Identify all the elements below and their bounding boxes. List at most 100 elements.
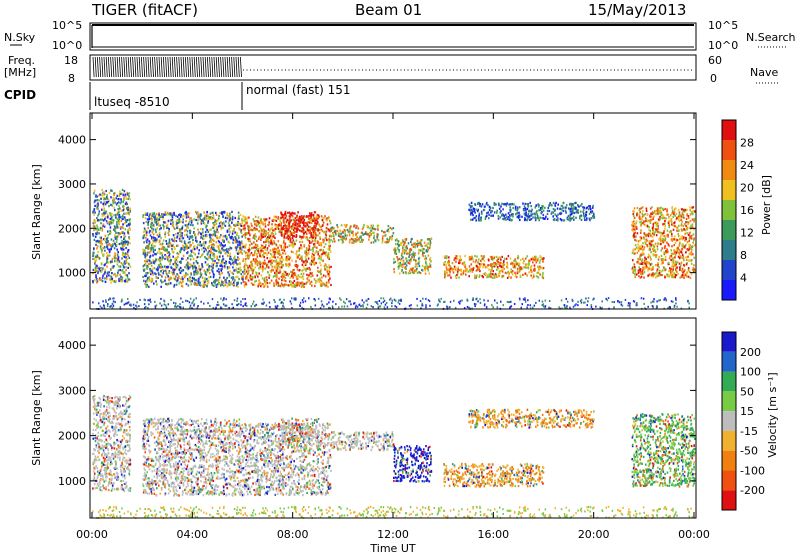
power-cell (366, 225, 369, 228)
power-cell (215, 222, 218, 225)
power-cell (223, 265, 226, 268)
power-cell (632, 225, 635, 228)
power-cell (164, 231, 167, 234)
power-cell (406, 247, 408, 250)
power-cell (107, 244, 109, 247)
power-cell (151, 269, 153, 272)
power-cell (550, 212, 553, 215)
power-cell (526, 263, 528, 266)
power-cell (188, 220, 191, 223)
power-cell (93, 201, 96, 204)
power-cell (94, 266, 97, 269)
power-cell (524, 272, 527, 275)
power-cell (407, 242, 410, 245)
power-cell (694, 210, 696, 213)
power-cell (127, 249, 130, 252)
power-cell (108, 251, 111, 254)
power-cell (222, 239, 224, 242)
power-cell (468, 255, 471, 259)
power-cell (267, 228, 270, 231)
power-cell (179, 228, 181, 231)
power-cell (475, 276, 477, 279)
power-cell (398, 250, 400, 253)
power-cell (241, 218, 243, 221)
power-cell (146, 272, 148, 275)
power-cell (252, 259, 254, 262)
power-cell (253, 283, 256, 286)
power-cell (281, 248, 283, 251)
power-cell (408, 249, 411, 252)
power-cell (268, 241, 270, 244)
power-cell (120, 280, 123, 283)
power-cell (634, 248, 637, 251)
power-cell (295, 275, 298, 278)
power-cell (321, 252, 324, 256)
power-cell (160, 251, 163, 255)
power-cell (229, 258, 231, 261)
power-cell (146, 213, 148, 216)
power-cell (118, 218, 121, 221)
power-cell (328, 229, 330, 232)
power-cell (391, 237, 393, 240)
power-cell (519, 266, 521, 270)
power-cell (271, 259, 274, 262)
power-cell (250, 278, 252, 281)
power-cell (486, 276, 488, 279)
power-cell (327, 273, 329, 276)
power-cell (106, 245, 108, 248)
power-cell (121, 231, 123, 234)
power-cell (455, 255, 457, 258)
power-cell (220, 242, 223, 245)
power-cell (92, 224, 95, 227)
power-cell (260, 267, 262, 270)
power-cell (302, 275, 304, 278)
power-cell (417, 257, 420, 260)
power-cell (291, 233, 293, 236)
power-cell (96, 199, 99, 202)
power-cell (181, 225, 184, 228)
power-cell (470, 258, 473, 261)
power-cell (190, 219, 193, 222)
power-cell (197, 243, 199, 246)
power-cell (186, 224, 188, 227)
power-cell (322, 259, 324, 262)
power-cell (196, 246, 199, 249)
power-cell (579, 210, 582, 213)
power-cell (502, 265, 504, 268)
power-cell (262, 223, 264, 226)
power-cell (119, 232, 121, 235)
power-cell (121, 276, 124, 279)
power-cell (448, 268, 451, 271)
power-cell (328, 255, 330, 258)
freq-trace-segment (204, 56, 207, 78)
power-cell (146, 278, 149, 281)
power-cell (272, 269, 274, 272)
power-cell (476, 268, 479, 271)
power-cell (486, 274, 489, 277)
power-cell (576, 209, 578, 212)
power-cell (107, 240, 110, 243)
power-cell (102, 204, 105, 208)
power-cell (101, 249, 103, 252)
power-cell (243, 219, 245, 222)
power-cell (105, 210, 108, 213)
freq-trace-segment (136, 56, 139, 78)
power-cell (325, 281, 328, 284)
power-cell (171, 244, 173, 247)
power-cell (310, 280, 313, 283)
power-cell (403, 261, 405, 264)
power-cell (122, 226, 124, 230)
power-cell (161, 252, 163, 255)
power-cell (535, 275, 538, 278)
power-cell (183, 234, 186, 237)
power-cell (118, 242, 121, 246)
power-cell (314, 251, 316, 254)
power-cell (298, 219, 300, 222)
power-cell (325, 264, 327, 267)
power-cell (653, 233, 655, 236)
power-cell (530, 268, 532, 271)
power-cell (352, 234, 354, 237)
power-cell (177, 273, 179, 277)
power-cell (114, 228, 116, 231)
power-cell (411, 237, 413, 240)
